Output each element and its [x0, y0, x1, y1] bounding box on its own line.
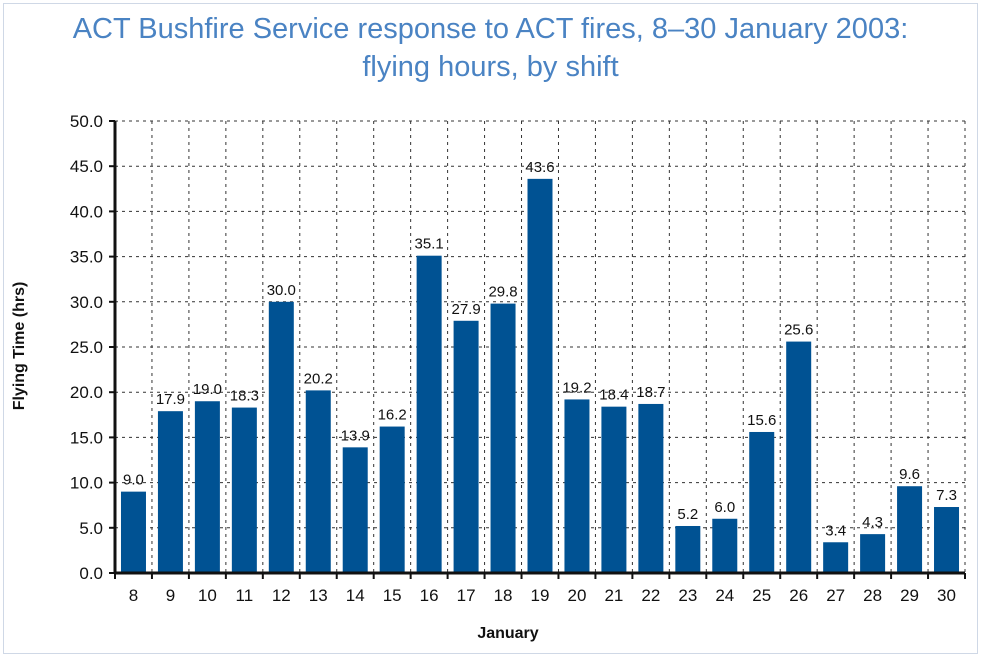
bar-value-label: 9.0	[123, 472, 144, 489]
y-tick-label: 20.0	[70, 383, 103, 402]
x-axis-title: January	[477, 625, 538, 642]
bar-value-label: 18.3	[230, 388, 259, 405]
bar-value-label: 3.4	[825, 522, 846, 539]
bar-27	[823, 542, 849, 573]
labels-layer: 0.0 5.0 10.0 15.0 20.0 25.0 30.0 35.0 40.0 45.0 50…	[70, 112, 957, 605]
x-tick-label: 8	[129, 586, 138, 605]
bar-18	[490, 303, 516, 573]
bar-13	[305, 390, 331, 573]
bar-14	[342, 447, 368, 573]
bar-21	[601, 406, 627, 573]
bar-value-label: 9.6	[899, 466, 920, 483]
y-tick-label: 15.0	[70, 428, 103, 447]
bar-value-label: 18.7	[636, 384, 665, 401]
bar-value-label: 4.3	[862, 514, 883, 531]
bar-30	[934, 507, 960, 573]
bar-12	[268, 301, 294, 573]
bar-28	[860, 534, 886, 573]
bar-26	[786, 341, 812, 573]
bar-24	[712, 518, 738, 573]
bar-value-label: 43.6	[525, 159, 554, 176]
axes-layer	[109, 120, 966, 579]
x-tick-label: 28	[863, 586, 882, 605]
x-tick-label: 24	[715, 586, 734, 605]
x-tick-label: 11	[236, 586, 254, 605]
x-tick-label: 26	[789, 586, 808, 605]
x-tick-label: 14	[346, 586, 365, 605]
y-tick-label: 45.0	[70, 157, 103, 176]
bar-29	[897, 486, 923, 573]
bar-value-label: 16.2	[378, 407, 407, 424]
x-tick-label: 10	[198, 586, 217, 605]
bar-20	[564, 399, 590, 573]
bar-value-label: 30.0	[267, 282, 296, 299]
bar-value-label: 17.9	[156, 391, 185, 408]
bar-23	[675, 525, 701, 573]
bar-value-label: 6.0	[714, 499, 735, 516]
x-tick-label: 27	[826, 586, 845, 605]
bar-value-label: 5.2	[677, 506, 698, 523]
x-tick-label: 21	[604, 586, 623, 605]
bar-15	[379, 426, 405, 573]
bar-16	[416, 255, 442, 574]
x-tick-label: 17	[457, 586, 476, 605]
x-tick-label: 30	[937, 586, 956, 605]
bar-9	[157, 411, 183, 573]
x-tick-label: 13	[309, 586, 328, 605]
y-axis-title: Flying Time (hrs)	[11, 282, 28, 411]
y-tick-label: 0.0	[79, 564, 103, 583]
bar-19	[527, 178, 553, 573]
bar-8	[120, 491, 146, 573]
bars-layer	[120, 178, 960, 574]
y-tick-label: 40.0	[70, 202, 103, 221]
bar-value-label: 7.3	[936, 487, 957, 504]
x-tick-label: 18	[494, 586, 513, 605]
bar-10	[194, 401, 220, 573]
bar-value-label: 20.2	[304, 370, 333, 387]
x-tick-label: 16	[420, 586, 439, 605]
bar-22	[638, 403, 664, 573]
bar-value-label: 18.4	[599, 387, 628, 404]
x-tick-label: 23	[678, 586, 697, 605]
bar-value-label: 29.8	[488, 284, 517, 301]
x-tick-label: 20	[567, 586, 586, 605]
bar-25	[749, 431, 775, 573]
bar-value-label: 27.9	[451, 301, 480, 318]
bar-value-label: 13.9	[341, 427, 370, 444]
bar-11	[231, 407, 257, 573]
y-tick-label: 25.0	[70, 338, 103, 357]
x-tick-label: 29	[900, 586, 919, 605]
y-tick-label: 35.0	[70, 248, 103, 267]
y-tick-label: 30.0	[70, 293, 103, 312]
bar-value-label: 19.2	[562, 379, 591, 396]
bar-value-label: 19.0	[193, 381, 222, 398]
x-tick-label: 15	[383, 586, 402, 605]
bar-value-label: 15.6	[747, 412, 776, 429]
x-tick-label: 19	[531, 586, 550, 605]
chart-title: ACT Bushfire Service response to ACT fir…	[0, 10, 981, 86]
x-tick-label: 12	[272, 586, 291, 605]
x-tick-label: 9	[166, 586, 175, 605]
bar-value-label: 35.1	[415, 236, 444, 253]
chart-title-line-2: flying hours, by shift	[362, 51, 619, 83]
x-tick-label: 22	[641, 586, 660, 605]
y-tick-label: 5.0	[79, 519, 103, 538]
y-tick-label: 10.0	[70, 474, 103, 493]
chart-title-line-1: ACT Bushfire Service response to ACT fir…	[72, 13, 909, 45]
bar-value-label: 25.6	[784, 322, 813, 339]
x-tick-label: 25	[752, 586, 771, 605]
bar-17	[453, 320, 479, 573]
y-tick-label: 50.0	[70, 112, 103, 131]
